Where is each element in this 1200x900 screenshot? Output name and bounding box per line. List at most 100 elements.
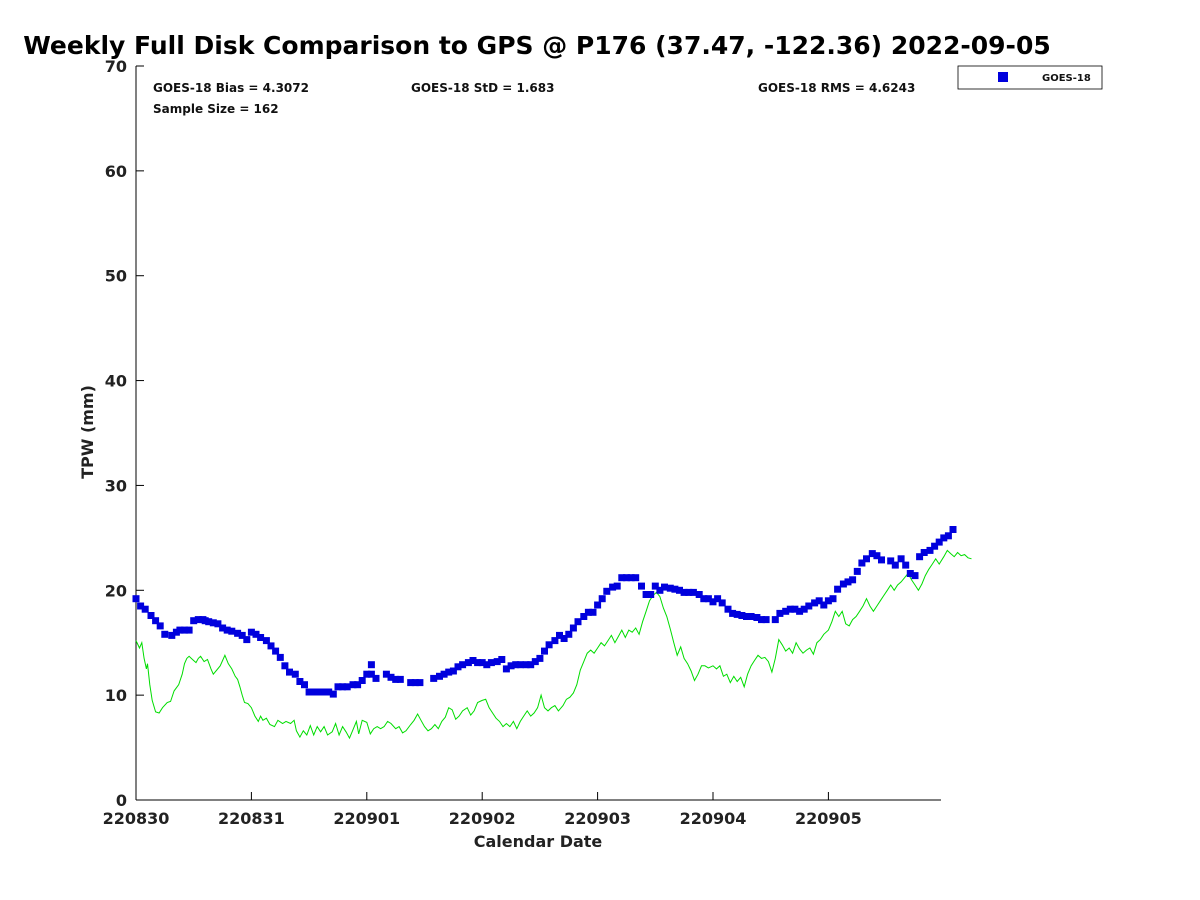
goes-18-point	[411, 679, 419, 687]
goes-18-point	[445, 668, 453, 676]
x-tick-label: 220905	[795, 809, 862, 828]
goes-18-point	[704, 595, 712, 603]
axes-layer: 0 10 20 30 40 50 60 70 220830 220831 220901 220902 2…	[103, 57, 941, 828]
goes-18-point	[776, 609, 784, 617]
goes-18-point	[498, 656, 506, 663]
goes-18-point	[820, 601, 828, 609]
std-stat: GOES-18 StD = 1.683	[411, 81, 554, 95]
goes-18-point	[387, 673, 395, 681]
goes-18-point	[474, 659, 482, 667]
legend-label-goes-18: GOES-18	[1042, 73, 1091, 84]
goes-18-point	[661, 583, 668, 591]
goes-18-point	[762, 616, 770, 624]
goes-18-point	[545, 641, 553, 649]
goes-18-point	[531, 658, 539, 666]
goes-18-point	[940, 534, 948, 542]
goes-18-point	[396, 675, 404, 683]
goes-18-point	[771, 616, 779, 624]
goes-18-point	[132, 595, 140, 603]
goes-18-point	[469, 657, 477, 664]
goes-18-point	[709, 598, 717, 606]
goes-18-point	[931, 542, 939, 550]
goes-18-point	[676, 586, 683, 594]
goes-18-point	[272, 647, 280, 655]
rms-stat: GOES-18 RMS = 4.6243	[758, 81, 915, 95]
goes-18-point	[853, 567, 861, 575]
y-tick-label: 40	[105, 372, 127, 391]
x-axis-label: Calendar Date	[474, 832, 603, 851]
goes-18-point	[161, 630, 169, 638]
goes-18-point	[339, 683, 347, 691]
goes-18-point	[949, 526, 957, 533]
goes-18-point	[310, 688, 318, 696]
goes-18-point	[834, 585, 842, 593]
goes-18-point	[829, 595, 837, 603]
goes-18-point	[205, 618, 213, 626]
y-tick-label: 60	[105, 162, 127, 181]
goes-18-point	[556, 631, 563, 639]
goes-18-point	[700, 595, 708, 603]
goes-18-point	[642, 591, 650, 598]
goes-18-point	[580, 613, 588, 620]
goes-18-point	[873, 552, 881, 560]
goes-18-point	[541, 647, 548, 655]
legend-marker-goes-18	[998, 72, 1008, 82]
goes-18-point	[849, 576, 857, 584]
goes-18-point	[194, 616, 202, 624]
goes-18-point	[305, 688, 313, 696]
goes-18-point	[906, 570, 914, 577]
goes-18-point	[911, 572, 919, 580]
goes-18-point	[516, 661, 524, 669]
goes-18-point	[656, 586, 664, 594]
goes-18-point	[234, 629, 242, 637]
goes-18-point	[724, 605, 732, 613]
goes-18-point	[738, 612, 746, 619]
goes-18-point	[156, 622, 164, 630]
x-tick-label: 220901	[333, 809, 400, 828]
goes-18-point	[868, 550, 876, 558]
bias-stat: GOES-18 Bias = 4.3072	[153, 81, 309, 95]
goes-18-point	[935, 538, 943, 546]
goes-18-point	[743, 613, 750, 620]
x-tick-label: 220902	[449, 809, 516, 828]
goes-18-point	[291, 670, 299, 678]
goes-18-point	[565, 630, 573, 638]
goes-18-point	[878, 556, 885, 564]
goes-18-point	[137, 602, 145, 610]
goes-18-point	[944, 532, 952, 540]
goes-18-point	[430, 674, 438, 682]
goes-18-point	[382, 670, 390, 678]
goes-18-point	[594, 601, 602, 609]
legend-box	[957, 65, 1103, 90]
goes-18-point	[296, 678, 304, 685]
goes-18-point	[891, 561, 899, 569]
goes-18-point	[320, 688, 328, 696]
goes-18-point	[569, 624, 577, 632]
goes-18-point	[286, 668, 293, 676]
goes-18-point	[786, 605, 794, 613]
goes-18-point	[219, 624, 227, 632]
goes-18-point	[638, 582, 645, 590]
goes-18-point	[141, 605, 149, 613]
goes-18-point	[147, 612, 155, 619]
goes-18-point	[536, 654, 544, 662]
goes-18-point	[367, 670, 375, 678]
goes-18-point	[358, 677, 366, 684]
goes-18-point	[758, 616, 765, 624]
goes-18-point	[190, 617, 198, 625]
goes-18-point	[613, 582, 621, 590]
goes-18-point	[666, 584, 674, 592]
goes-18-point	[815, 597, 823, 605]
goes-18-point	[902, 561, 910, 569]
goes-18-point	[228, 627, 236, 635]
goes-18-point	[281, 662, 289, 670]
goes-18-point	[325, 688, 333, 696]
goes-18-point	[502, 665, 510, 673]
gps-series-line	[135, 549, 972, 740]
goes-18-point	[343, 683, 351, 691]
goes-18-point	[887, 557, 895, 565]
chart-title: Weekly Full Disk Comparison to GPS @ P17…	[23, 31, 1050, 60]
goes-18-point	[223, 626, 231, 634]
goes-18-point	[181, 626, 188, 634]
goes-18-point	[243, 636, 251, 644]
